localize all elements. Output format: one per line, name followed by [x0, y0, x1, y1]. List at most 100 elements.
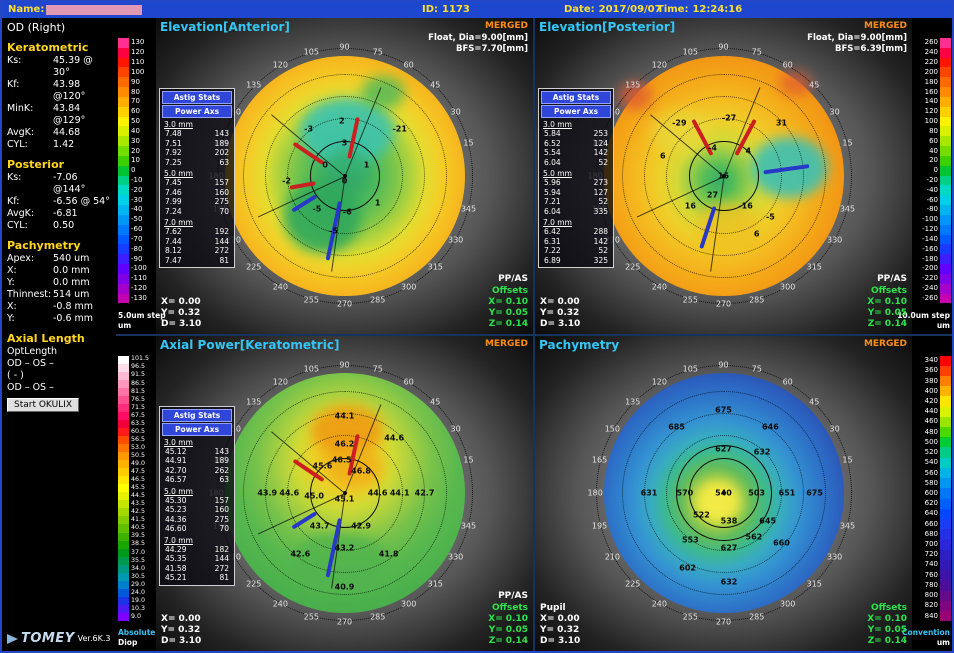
scale-footer-line: um — [936, 638, 950, 647]
power-axis-button[interactable]: Power Axs — [541, 105, 611, 118]
colorbar-swatch — [118, 363, 129, 372]
angle-label: 90 — [339, 360, 350, 370]
offsets-readout: PP/AS Offsets X= 0.10 Y= 0.05 Z= 0.14 — [488, 274, 528, 330]
angle-label: 135 — [625, 397, 641, 407]
colorbar-label: 380 — [924, 376, 938, 385]
colorbar-swatch — [940, 488, 951, 499]
colorbar-label: 41.5 — [131, 516, 146, 524]
colorbar-swatch — [940, 508, 951, 519]
colorbar-swatch — [940, 293, 951, 304]
colorbar-segment: 240 — [914, 47, 951, 58]
astig-radius-value: 7.92 — [165, 148, 182, 157]
start-okulix-button[interactable]: Start OKULIX — [7, 398, 80, 412]
colorbar-label: 700 — [924, 540, 938, 549]
colorbar-label: 200 — [924, 67, 938, 76]
colorbar-swatch — [118, 106, 129, 117]
offset-line: X= 0.10 — [867, 614, 907, 624]
map-quadrants: 130 120 110 100 90 80 70 60 50 40 30 20 10 0 -10 -20 -30… — [116, 18, 952, 651]
astig-axis-value: 70 — [219, 206, 229, 216]
colorbar-swatch — [940, 67, 951, 78]
colorbar-label: 42.5 — [131, 508, 146, 516]
sidebar-data-value: 43.84 @129° — [53, 103, 86, 126]
scale-footer-line: Diop — [118, 638, 138, 647]
angle-label: 60 — [782, 377, 793, 387]
colorbar-swatch — [940, 205, 951, 215]
colorbar-label: 9.0 — [131, 612, 142, 620]
colorbar-swatch — [118, 165, 129, 176]
astig-radius-value: 7.46 — [165, 187, 182, 197]
map-value: 675 — [715, 405, 732, 415]
astig-radius-value: 6.31 — [544, 236, 561, 246]
fit-info-line: Float, Dia=9.00[mm] — [428, 33, 528, 43]
power-axis-button[interactable]: Power Axs — [162, 105, 232, 118]
astig-radius-value: 5.84 — [544, 129, 561, 138]
map-value: -5 — [312, 204, 322, 214]
map-value: 1 — [363, 160, 370, 170]
astig-radius-value: 46.60 — [165, 524, 187, 533]
colorbar-segment: -180 — [914, 254, 951, 265]
map-value: 41.8 — [378, 549, 399, 559]
pachymetry-rows: Apex: 540 um X: 0.0 mm Y: 0.0 mm Thinnest: 514 … — [7, 253, 111, 325]
map-value: 651 — [778, 488, 796, 498]
astig-radius-value: 5.96 — [544, 178, 561, 187]
zone-label: 3.0 mm — [164, 437, 193, 447]
colorbar-swatch — [118, 476, 129, 485]
astig-axis-value: 272 — [214, 563, 229, 573]
angle-label: 225 — [246, 262, 262, 271]
colorbar-label: -80 — [926, 205, 938, 214]
angle-label: 195 — [591, 521, 608, 531]
colorbar-swatch — [940, 155, 951, 166]
angle-label: 315 — [806, 579, 822, 589]
sidebar-data-row: AvgK: 44.68 — [7, 127, 111, 139]
astig-stats-button[interactable]: Astig Stats — [162, 91, 232, 104]
angle-label: 105 — [303, 364, 319, 374]
colorbar-segment: 680 — [914, 529, 951, 540]
sidebar-data-value: 0.0 mm — [53, 265, 90, 276]
colorbar-swatch — [118, 214, 129, 225]
position-readout: Pupil X= 0.00 Y= 0.32 D= 3.10 — [540, 603, 580, 647]
astig-row: 7.24 70 — [162, 207, 232, 217]
colorbar-column: 260 240 220 200 180 160 140 120 100 80 60 40 20 0 -20-… — [897, 18, 952, 334]
colorbar-label: 20 — [131, 146, 140, 155]
angle-label: 120 — [272, 377, 288, 387]
colorbar-segment: 720 — [914, 549, 951, 560]
map-value: -5 — [765, 212, 775, 222]
scale-footer-line: Convention — [902, 628, 950, 637]
colorbar-scale-label: 5.0um step um — [118, 311, 166, 331]
astig-radius-value: 6.04 — [544, 206, 561, 216]
astig-radius-value: 5.54 — [544, 148, 561, 157]
astig-row: 5.84 253 — [541, 129, 611, 139]
angle-label: 30 — [829, 107, 840, 117]
colorbar-swatch — [940, 234, 951, 245]
colorbar-swatch — [940, 254, 951, 265]
astig-row: 7.22 52 — [541, 246, 611, 256]
astig-stats-button[interactable]: Astig Stats — [162, 408, 232, 422]
colorbar-label: 44.5 — [131, 492, 146, 500]
astig-row: 7.99 275 — [162, 197, 232, 207]
colorbar-segment: 420 — [914, 396, 951, 407]
astig-row: 44.91 189 — [162, 456, 232, 466]
colorbar-label: 10 — [131, 156, 140, 165]
sidebar-data-row: X: -0.8 mm — [7, 301, 111, 313]
astig-radius-value: 44.29 — [165, 544, 187, 554]
power-axis-button[interactable]: Power Axs — [162, 422, 232, 436]
map-value: -3 — [304, 124, 314, 134]
astig-stats-button[interactable]: Astig Stats — [541, 91, 611, 104]
angle-label: 255 — [682, 295, 698, 305]
sidebar: OD (Right) Keratometric Ks: 45.39 @ 30° Kf… — [2, 18, 116, 651]
colorbar-label: 580 — [924, 478, 938, 487]
colorbar-segment: 10.3 — [118, 604, 155, 613]
colorbar-swatch — [940, 570, 951, 581]
colorbar-swatch — [940, 106, 951, 117]
astig-row: 7.47 81 — [162, 256, 232, 266]
astig-row: 7.45 157 — [162, 178, 232, 188]
colorbar-label: 56.5 — [131, 435, 146, 443]
sidebar-data-label: X: — [7, 301, 17, 312]
colorbar-label: 50 — [131, 117, 140, 126]
sidebar-data-row: Y: 0.0 mm — [7, 277, 111, 289]
colorbar-swatch — [940, 437, 951, 448]
astig-axis-value: 325 — [593, 255, 608, 265]
colorbar-label: 500 — [924, 437, 938, 446]
colorbar-swatch — [118, 254, 129, 265]
map-value: 46.8 — [351, 466, 371, 476]
